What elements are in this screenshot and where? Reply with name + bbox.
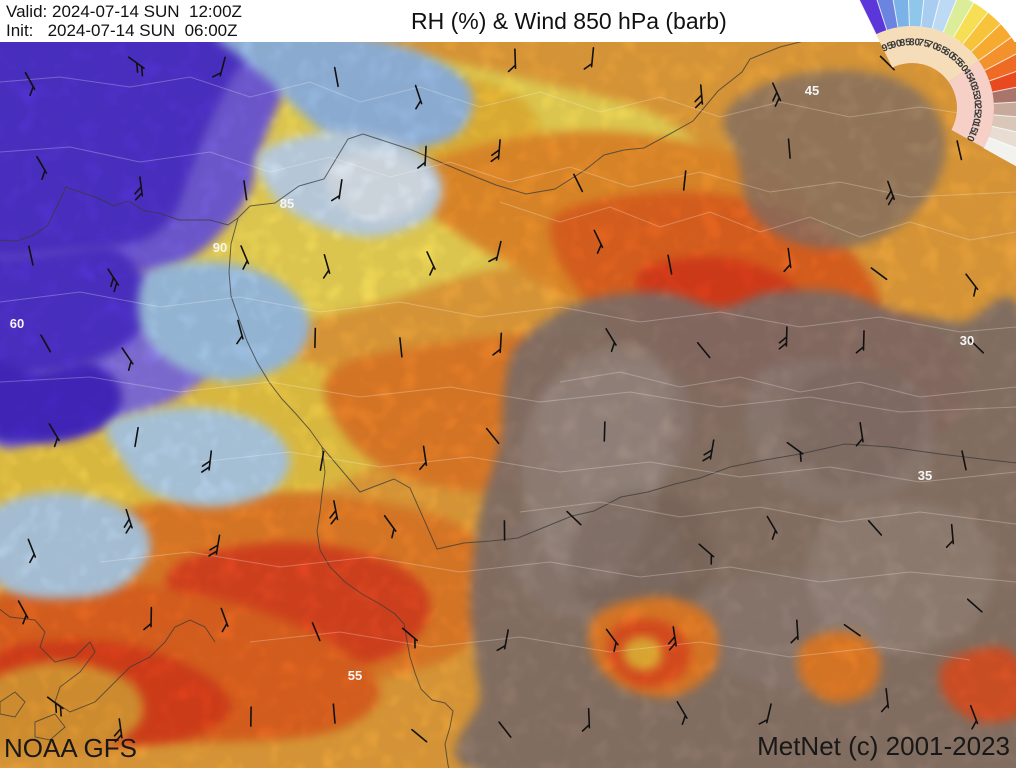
svg-text:60: 60 bbox=[10, 316, 24, 331]
svg-text:90: 90 bbox=[213, 240, 227, 255]
svg-text:85: 85 bbox=[280, 196, 294, 211]
svg-text:35: 35 bbox=[918, 468, 932, 483]
svg-text:30: 30 bbox=[960, 333, 974, 348]
svg-text:55: 55 bbox=[348, 668, 362, 683]
svg-text:45: 45 bbox=[805, 83, 819, 98]
